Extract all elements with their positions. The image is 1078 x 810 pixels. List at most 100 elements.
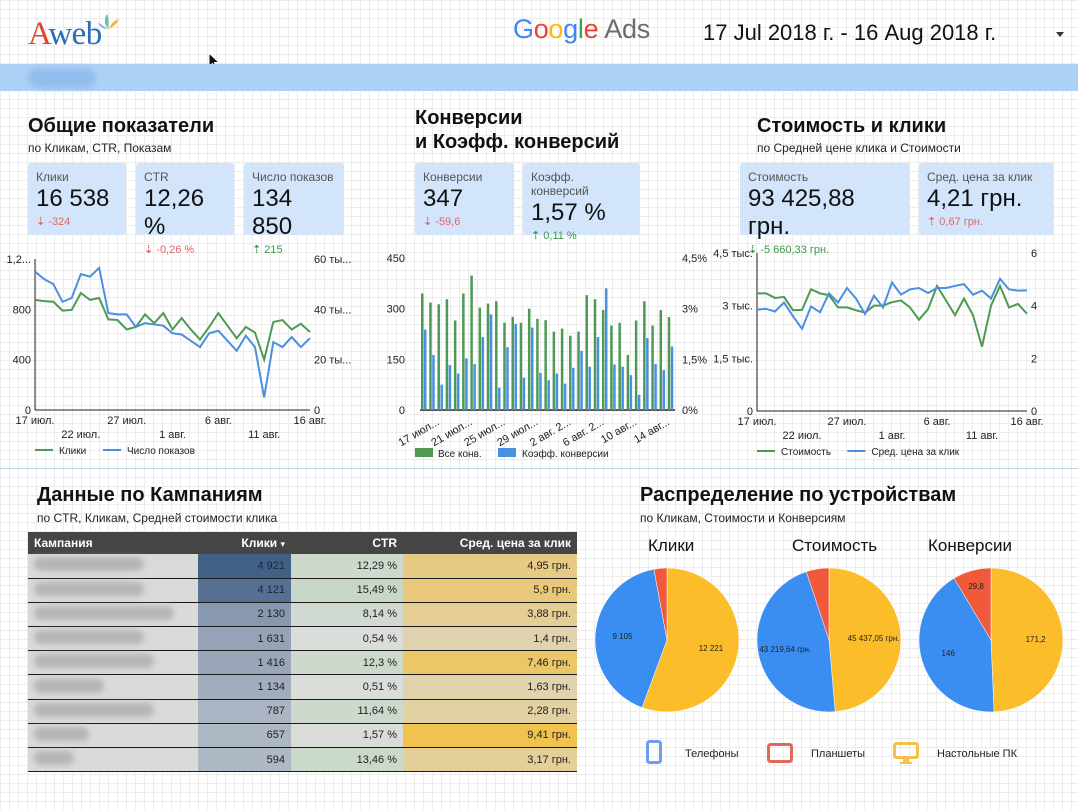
cell-avg-cpc: 7,46 грн. [403,650,577,676]
chevron-down-icon[interactable] [1056,32,1064,37]
filter-bar [0,64,1078,91]
scorecard-impressions[interactable]: Число показов 134 850 ⇡ 215 [244,163,344,256]
cell-avg-cpc: 3,17 грн. [403,747,577,773]
bar-all-conversions [429,302,432,410]
blurred-account-name [28,68,96,88]
google-letter: o [533,14,549,44]
blurred-campaign-name [34,581,144,596]
x-tick-label: 1 авг. [159,429,186,441]
cell-clicks: 1 631 [198,626,291,652]
y-right-tick-label: 6 [1031,248,1037,260]
aweb-logo: Aweb [28,16,102,53]
bar-all-conversions [437,304,440,410]
y-left-tick-label: 0 [747,406,753,418]
scorecard-conversion-rate[interactable]: Коэфф. конверсий 1,57 % ⇡ 0,11 % [523,163,640,242]
date-range-picker[interactable]: 17 Jul 2018 г. - 16 Aug 2018 г. [703,20,997,45]
column-header-ctr[interactable]: CTR [291,532,403,554]
legend-label: Все конв. [438,449,482,460]
legend-label: Коэфф. конверсии [522,448,609,460]
arrow-down-icon: ⇣ [423,216,433,228]
scorecard-ctr[interactable]: CTR 12,26 % ⇣ -0,26 % [136,163,234,256]
cell-clicks: 657 [198,723,291,749]
cell-campaign [28,626,198,652]
table-row[interactable]: 787 11,64 % 2,28 грн. [28,699,577,724]
cost-section: Стоимость и клики по Средней цене клика … [757,114,961,155]
y-left-tick-label: 0 [25,405,31,417]
table-row[interactable]: 657 1,57 % 9,41 грн. [28,723,577,749]
google-ads-logo: Google Ads [513,14,650,45]
table-header-row: Кампания Клики ▾ CTR Сред. цена за клик [28,532,577,554]
section-title-line2: и Коэфф. конверсий [415,131,620,153]
pie-slice-label: 171,2 [1026,635,1047,644]
bar-all-conversions [552,331,556,410]
legend-desktop [893,742,919,771]
x-tick-label: 11 авг. [966,430,998,442]
y-right-tick-label: 0% [682,405,698,417]
section-title-line1: Конверсии [415,107,523,129]
legend-tablets [767,743,793,768]
sort-desc-icon: ▾ [280,539,285,549]
blurred-campaign-name [34,654,154,669]
scorecard-value: 4,21 грн. [927,185,1023,212]
cost-cpc-chart: 0 1,5 тыс. 3 тыс. 4,5 тыс. 0 2 4 6 17 июл. 27 июл… [713,248,1043,458]
bar-all-conversions [618,322,621,410]
scorecard-clicks[interactable]: Клики 16 538 ⇣ -324 [28,163,126,235]
cell-campaign [28,674,198,700]
delta-value: 0,67 грн. [939,216,984,228]
scorecard-label: Коэфф. конверсий [531,170,589,198]
cell-clicks: 1 416 [198,650,291,676]
bar-conversion-rate [514,323,517,410]
cell-ctr: 12,29 % [291,554,403,579]
scorecard-conversions[interactable]: Конверсии 347 ⇣ -59,6 [415,163,514,235]
table-row[interactable]: 1 416 12,3 % 7,46 грн. [28,650,577,676]
arrow-up-icon: ⇡ [531,230,541,242]
cell-clicks: 787 [198,699,291,724]
bar-all-conversions [519,322,523,410]
bar-all-conversions [486,303,490,410]
column-header-clicks[interactable]: Клики ▾ [198,532,291,554]
cell-avg-cpc: 4,95 грн. [403,554,577,579]
scorecard-delta: ⇣ -324 [36,215,118,228]
delta-value: -5 660,33 грн. [760,244,830,256]
delta-value: -0,26 % [156,244,195,256]
table-row[interactable]: 4 921 12,29 % 4,95 грн. [28,554,577,579]
bar-all-conversions [659,310,663,410]
delta-value: 215 [264,244,283,256]
section-title: Распределение по устройствам [640,484,957,506]
bar-all-conversions [626,354,630,410]
table-row[interactable]: 1 134 0,51 % 1,63 грн. [28,674,577,700]
legend-label-tablets: Планшеты [811,748,866,760]
bar-conversion-rate [596,337,600,410]
pie-slice [641,567,740,713]
pie-slice-label: 29,8 [968,582,984,591]
x-tick-label: 27 июл. [828,416,867,428]
bar-conversion-rate [432,354,435,410]
table-row[interactable]: 594 13,46 % 3,17 грн. [28,747,577,773]
scorecard-delta: ⇡ 0,11 % [531,229,632,242]
scorecard-cost[interactable]: Стоимость 93 425,88 грн. ⇣ -5 660,33 грн… [740,163,910,256]
devices-section: Распределение по устройствам по Кликам, … [640,483,956,525]
scorecard-value: 16 538 [36,185,110,212]
column-header-avg-cpc[interactable]: Сред. цена за клик [403,532,577,554]
blurred-campaign-name [34,678,104,693]
table-row[interactable]: 2 130 8,14 % 3,88 грн. [28,602,577,628]
section-subtitle: по Кликам, CTR, Показам [28,141,172,155]
bar-conversion-rate [448,365,452,410]
cell-campaign [28,723,198,749]
column-header-campaign[interactable]: Кампания [28,532,198,554]
bar-all-conversions [478,307,482,410]
desktop-icon [893,742,919,764]
pie-title-clicks: Клики [648,536,695,555]
section-subtitle: по CTR, Кликам, Средней стоимости клика [37,511,278,525]
x-tick-label: 27 июл. [107,415,146,427]
scorecard-avg-cpc[interactable]: Сред. цена за клик 4,21 грн. ⇡ 0,67 грн. [919,163,1054,235]
blurred-campaign-name [34,630,144,645]
bar-conversion-rate [498,387,501,410]
table-row[interactable]: 4 121 15,49 % 5,9 грн. [28,578,577,603]
y-left-tick-label: 400 [13,355,31,367]
table-row[interactable]: 1 631 0,54 % 1,4 грн. [28,626,577,652]
x-tick-label: 17 июл. [16,415,55,427]
x-tick-label: 22 июл. [61,429,100,441]
legend-label: Сред. цена за клик [871,447,959,458]
bar-all-conversions [421,293,424,410]
